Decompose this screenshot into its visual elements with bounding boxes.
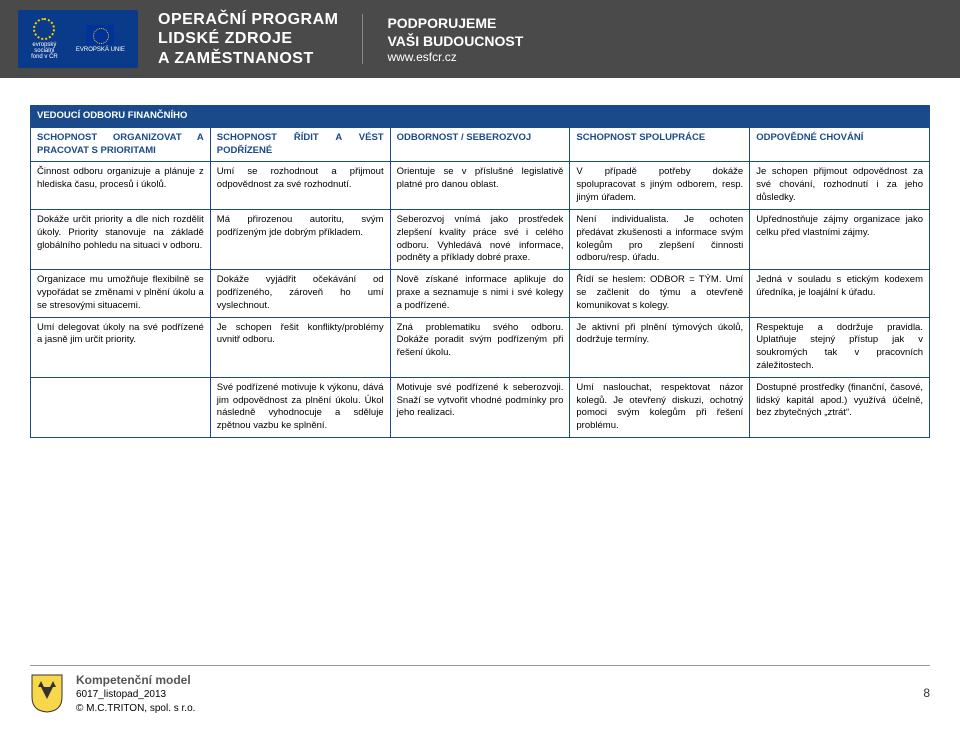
- footer-title: Kompetenční model: [76, 672, 195, 688]
- program-line-1: OPERAČNÍ PROGRAM: [158, 10, 338, 29]
- col-header-4: ODPOVĚDNÉ CHOVÁNÍ: [750, 127, 930, 162]
- table-row: Organizace mu umožňuje flexibilně se vyp…: [31, 270, 930, 317]
- support-line-1: PODPORUJEME: [387, 14, 523, 32]
- cell: Respektuje a dodržuje pravidla. Uplatňuj…: [750, 317, 930, 377]
- footer-line2: 6017_listopad_2013: [76, 688, 195, 702]
- table-row: Činnost odboru organizuje a plánuje z hl…: [31, 162, 930, 209]
- support-block: PODPORUJEME VAŠI BUDOUCNOST www.esfcr.cz: [387, 14, 523, 64]
- program-title-block: OPERAČNÍ PROGRAM LIDSKÉ ZDROJE A ZAMĚSTN…: [158, 10, 338, 68]
- footer-line3: © M.C.TRITON, spol. s r.o.: [76, 702, 195, 716]
- cell: Dokáže vyjádřit očekávání od podřízeného…: [210, 270, 390, 317]
- col-header-2: ODBORNOST / SEBEROZVOJ: [390, 127, 570, 162]
- support-url: www.esfcr.cz: [387, 50, 523, 64]
- cell: Je schopen přijmout odpovědnost za své c…: [750, 162, 930, 209]
- program-line-2: LIDSKÉ ZDROJE: [158, 29, 338, 48]
- col-header-1: SCHOPNOST ŘÍDIT A VÉST PODŘÍZENÉ: [210, 127, 390, 162]
- cell: Jedná v souladu s etickým kodexem úřední…: [750, 270, 930, 317]
- header-divider: [362, 14, 363, 64]
- cell: Nově získané informace aplikuje do praxe…: [390, 270, 570, 317]
- cell: Je aktivní při plnění týmových úkolů, do…: [570, 317, 750, 377]
- cell: Není individualista. Je ochoten předávat…: [570, 209, 750, 269]
- cell: [31, 377, 211, 437]
- table-title: VEDOUCÍ ODBORU FINANČNÍHO: [31, 106, 930, 128]
- col-header-0: SCHOPNOST ORGANIZOVAT A PRACOVAT S PRIOR…: [31, 127, 211, 162]
- program-line-3: A ZAMĚSTNANOST: [158, 49, 338, 68]
- cell: Orientuje se v příslušné legislativě pla…: [390, 162, 570, 209]
- cell: Řídí se heslem: ODBOR = TÝM. Umí se začl…: [570, 270, 750, 317]
- page-footer: Kompetenční model 6017_listopad_2013 © M…: [30, 665, 930, 715]
- cell: Své podřízené motivuje k výkonu, dává ji…: [210, 377, 390, 437]
- esf-logo-badge: evropský sociální fond v ČR EVROPSKÁ UNI…: [18, 10, 138, 68]
- cell: Činnost odboru organizuje a plánuje z hl…: [31, 162, 211, 209]
- cell: Umí delegovat úkoly na své podřízené a j…: [31, 317, 211, 377]
- footer-text-block: Kompetenční model 6017_listopad_2013 © M…: [76, 672, 195, 715]
- cell: Má přirozenou autoritu, svým podřízeným …: [210, 209, 390, 269]
- competency-table-wrapper: VEDOUCÍ ODBORU FINANČNÍHO SCHOPNOST ORGA…: [30, 105, 930, 438]
- table-header-row: SCHOPNOST ORGANIZOVAT A PRACOVAT S PRIOR…: [31, 127, 930, 162]
- cell: Umí naslouchat, respektovat názor kolegů…: [570, 377, 750, 437]
- cell: V případě potřeby dokáže spolupracovat s…: [570, 162, 750, 209]
- cell: Seberozvoj vnímá jako prostředek zlepšen…: [390, 209, 570, 269]
- page-number: 8: [923, 686, 930, 700]
- cell: Upřednostňuje zájmy organizace jako celk…: [750, 209, 930, 269]
- esf-text-3: fond v ČR: [31, 54, 58, 60]
- cell: Motivuje své podřízené k seberozvoji. Sn…: [390, 377, 570, 437]
- eu-label: EVROPSKÁ UNIE: [76, 47, 125, 53]
- coat-of-arms-icon: [30, 673, 64, 713]
- cell: Organizace mu umožňuje flexibilně se vyp…: [31, 270, 211, 317]
- cell: Dokáže určit priority a dle nich rozděli…: [31, 209, 211, 269]
- cell: Je schopen řešit konflikty/problémy uvni…: [210, 317, 390, 377]
- competency-table: VEDOUCÍ ODBORU FINANČNÍHO SCHOPNOST ORGA…: [30, 105, 930, 438]
- table-row: Dokáže určit priority a dle nich rozděli…: [31, 209, 930, 269]
- cell: Zná problematiku svého odboru. Dokáže po…: [390, 317, 570, 377]
- table-row: Umí delegovat úkoly na své podřízené a j…: [31, 317, 930, 377]
- table-row: Své podřízené motivuje k výkonu, dává ji…: [31, 377, 930, 437]
- cell: Dostupné prostředky (finanční, časové, l…: [750, 377, 930, 437]
- page-header: evropský sociální fond v ČR EVROPSKÁ UNI…: [0, 0, 960, 78]
- support-line-2: VAŠI BUDOUCNOST: [387, 32, 523, 50]
- eu-flag-icon: [86, 25, 114, 45]
- esf-stars-icon: [33, 18, 55, 40]
- col-header-3: SCHOPNOST SPOLUPRÁCE: [570, 127, 750, 162]
- cell: Umí se rozhodnout a přijmout odpovědnost…: [210, 162, 390, 209]
